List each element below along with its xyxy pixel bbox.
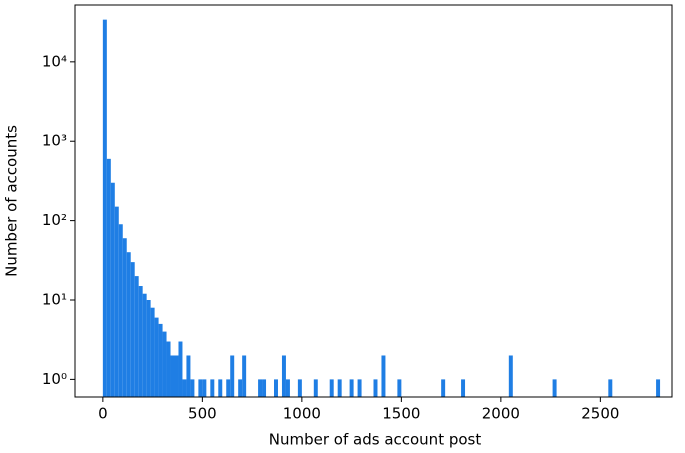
x-tick-label: 1500: [382, 405, 420, 423]
bar: [190, 379, 195, 397]
bar: [198, 379, 203, 397]
bar: [118, 224, 123, 397]
bar: [281, 355, 286, 397]
bar: [297, 379, 302, 397]
bar: [150, 307, 155, 397]
x-tick-label: 2500: [581, 405, 619, 423]
bar: [274, 379, 278, 397]
bar: [158, 323, 163, 397]
y-tick-label: 10¹: [42, 291, 67, 309]
x-tick-label: 500: [188, 405, 217, 423]
bar: [182, 379, 187, 397]
bar: [230, 355, 235, 397]
bar: [218, 379, 223, 397]
x-tick-label: 1000: [283, 405, 321, 423]
y-axis-label: Number of accounts: [3, 125, 21, 277]
bar: [508, 355, 513, 397]
y-tick-label: 10⁴: [42, 52, 67, 70]
bar: [226, 379, 231, 397]
bar: [357, 379, 362, 397]
plot-frame: [74, 4, 673, 398]
bar: [138, 286, 143, 397]
bar: [202, 379, 207, 397]
y-tick-label: 10²: [42, 211, 67, 229]
x-axis-label: Number of ads account post: [269, 431, 482, 449]
bar: [242, 355, 247, 397]
x-tick-label: 0: [98, 405, 108, 423]
bar: [258, 379, 263, 397]
bar: [102, 19, 107, 397]
bar: [166, 341, 171, 397]
bar: [285, 379, 290, 397]
bar: [608, 379, 613, 397]
bar: [381, 355, 386, 397]
bar: [162, 331, 167, 397]
bar: [130, 262, 135, 397]
bar: [329, 379, 334, 397]
bar: [461, 379, 466, 397]
bar: [110, 182, 115, 397]
bar: [373, 379, 378, 397]
y-tick-label: 10⁰: [42, 370, 67, 388]
bar: [126, 252, 131, 397]
bar: [122, 238, 127, 397]
bar: [106, 158, 111, 397]
bar: [114, 206, 119, 397]
bar: [656, 379, 661, 397]
bar: [337, 379, 342, 397]
bar: [313, 379, 318, 397]
bar: [134, 276, 139, 397]
bar: [146, 300, 151, 397]
bar: [397, 379, 402, 397]
bar: [441, 379, 446, 397]
y-tick-label: 10³: [42, 132, 67, 150]
bar: [210, 379, 215, 397]
bar: [186, 355, 191, 397]
bar: [178, 341, 183, 397]
bar: [142, 293, 147, 397]
bar: [238, 379, 243, 397]
bar: [552, 379, 557, 397]
bar: [349, 379, 354, 397]
bar: [174, 355, 179, 397]
bar: [170, 355, 175, 397]
x-tick-label: 2000: [482, 405, 520, 423]
bar: [262, 379, 267, 397]
bar: [154, 317, 159, 397]
